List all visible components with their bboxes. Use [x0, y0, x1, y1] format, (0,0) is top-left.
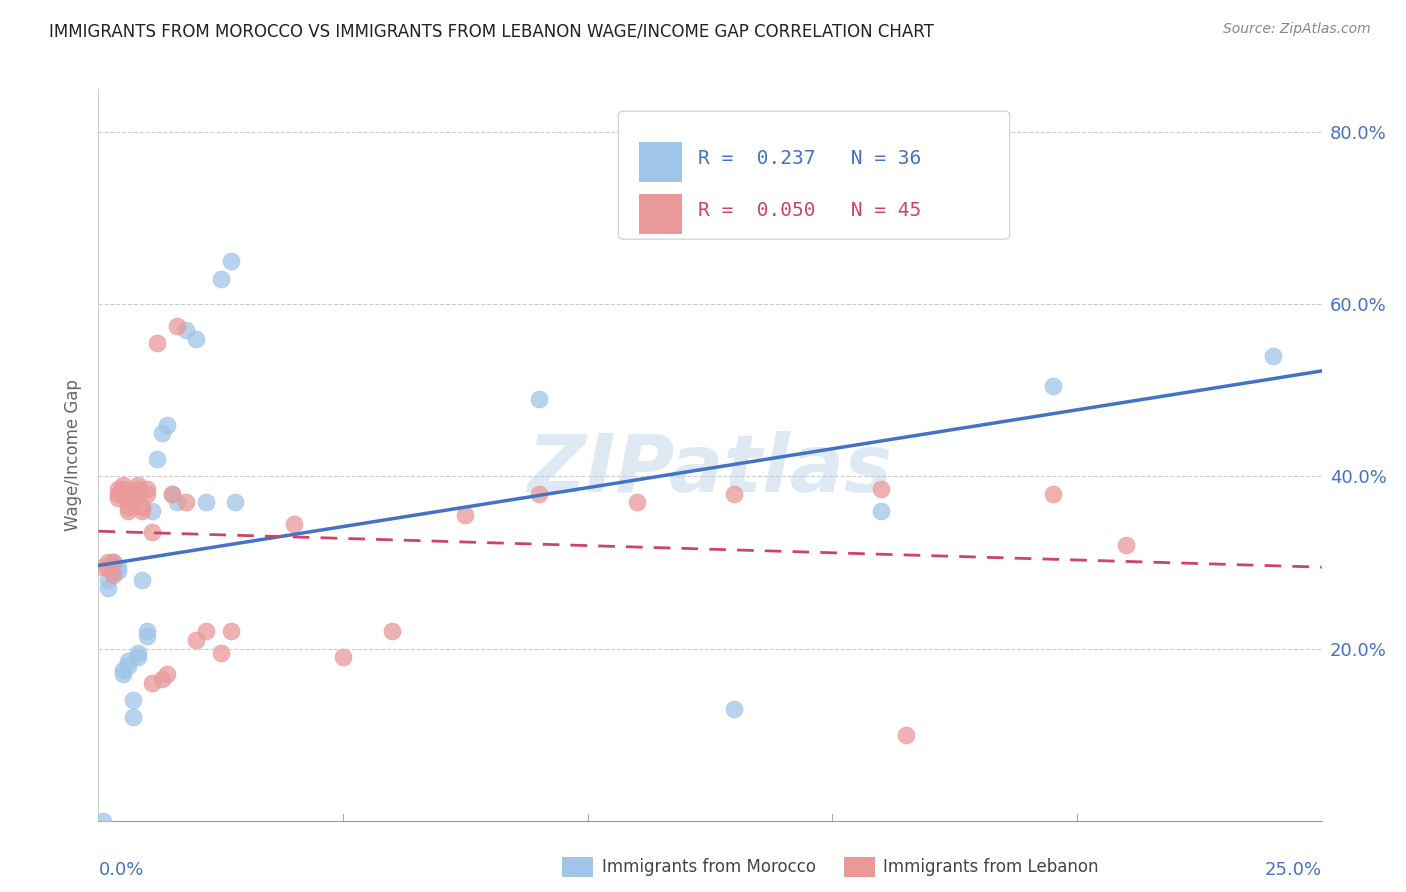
- Point: [166, 318, 188, 333]
- Text: 0.0%: 0.0%: [98, 861, 143, 879]
- Point: [101, 564, 124, 578]
- Point: [219, 624, 242, 639]
- Point: [101, 556, 124, 570]
- Text: Source: ZipAtlas.com: Source: ZipAtlas.com: [1223, 22, 1371, 37]
- Point: [107, 559, 129, 574]
- Point: [626, 495, 648, 509]
- Point: [91, 559, 114, 574]
- Point: [101, 568, 124, 582]
- Text: 25.0%: 25.0%: [1264, 861, 1322, 879]
- Point: [117, 658, 139, 673]
- Point: [136, 486, 159, 500]
- FancyBboxPatch shape: [619, 112, 1010, 239]
- Point: [723, 702, 745, 716]
- Point: [97, 582, 120, 596]
- Point: [136, 629, 159, 643]
- Point: [1042, 379, 1064, 393]
- Point: [136, 483, 159, 497]
- Point: [111, 486, 134, 500]
- Point: [160, 486, 183, 500]
- Point: [111, 478, 134, 492]
- Point: [127, 478, 149, 492]
- Point: [146, 452, 169, 467]
- Point: [131, 573, 153, 587]
- Point: [107, 564, 129, 578]
- Point: [141, 676, 163, 690]
- Point: [121, 693, 143, 707]
- Point: [894, 728, 917, 742]
- Point: [156, 667, 179, 681]
- Point: [117, 504, 139, 518]
- Point: [111, 663, 134, 677]
- Point: [127, 486, 149, 500]
- Point: [117, 655, 139, 669]
- Point: [111, 667, 134, 681]
- Point: [195, 495, 218, 509]
- Point: [136, 624, 159, 639]
- Text: IMMIGRANTS FROM MOROCCO VS IMMIGRANTS FROM LEBANON WAGE/INCOME GAP CORRELATION C: IMMIGRANTS FROM MOROCCO VS IMMIGRANTS FR…: [49, 22, 934, 40]
- Point: [97, 556, 120, 570]
- Point: [1115, 538, 1137, 552]
- Point: [186, 632, 208, 647]
- Text: ZIPatlas: ZIPatlas: [527, 431, 893, 508]
- Point: [131, 500, 153, 514]
- Point: [141, 525, 163, 540]
- Point: [209, 646, 232, 660]
- Point: [121, 495, 143, 509]
- Point: [381, 624, 404, 639]
- Point: [527, 392, 550, 406]
- Point: [176, 495, 198, 509]
- Point: [107, 491, 129, 505]
- Bar: [640, 142, 682, 182]
- Point: [117, 500, 139, 514]
- Point: [160, 486, 183, 500]
- Point: [146, 336, 169, 351]
- Point: [1042, 486, 1064, 500]
- Point: [107, 483, 129, 497]
- Text: R =  0.050   N = 45: R = 0.050 N = 45: [697, 201, 921, 220]
- Point: [91, 814, 114, 828]
- Point: [127, 483, 149, 497]
- Point: [131, 504, 153, 518]
- Point: [150, 672, 173, 686]
- Point: [870, 504, 893, 518]
- Point: [97, 573, 120, 587]
- Point: [1261, 349, 1284, 363]
- Point: [219, 254, 242, 268]
- Point: [101, 556, 124, 570]
- Point: [166, 495, 188, 509]
- Point: [209, 271, 232, 285]
- Point: [121, 491, 143, 505]
- Point: [121, 710, 143, 724]
- Point: [97, 559, 120, 574]
- Point: [101, 559, 124, 574]
- Point: [527, 486, 550, 500]
- Point: [127, 646, 149, 660]
- Point: [283, 516, 305, 531]
- Bar: [640, 194, 682, 234]
- Point: [107, 486, 129, 500]
- Point: [156, 417, 179, 432]
- Point: [723, 486, 745, 500]
- Y-axis label: Wage/Income Gap: Wage/Income Gap: [65, 379, 83, 531]
- Point: [454, 508, 477, 523]
- Point: [176, 323, 198, 337]
- Text: Immigrants from Lebanon: Immigrants from Lebanon: [883, 858, 1098, 876]
- Text: Immigrants from Morocco: Immigrants from Morocco: [602, 858, 815, 876]
- Point: [332, 650, 354, 665]
- Point: [186, 332, 208, 346]
- Point: [870, 483, 893, 497]
- Point: [127, 650, 149, 665]
- Point: [111, 483, 134, 497]
- Point: [141, 504, 163, 518]
- Point: [195, 624, 218, 639]
- Text: R =  0.237   N = 36: R = 0.237 N = 36: [697, 149, 921, 169]
- Point: [224, 495, 246, 509]
- Point: [150, 426, 173, 441]
